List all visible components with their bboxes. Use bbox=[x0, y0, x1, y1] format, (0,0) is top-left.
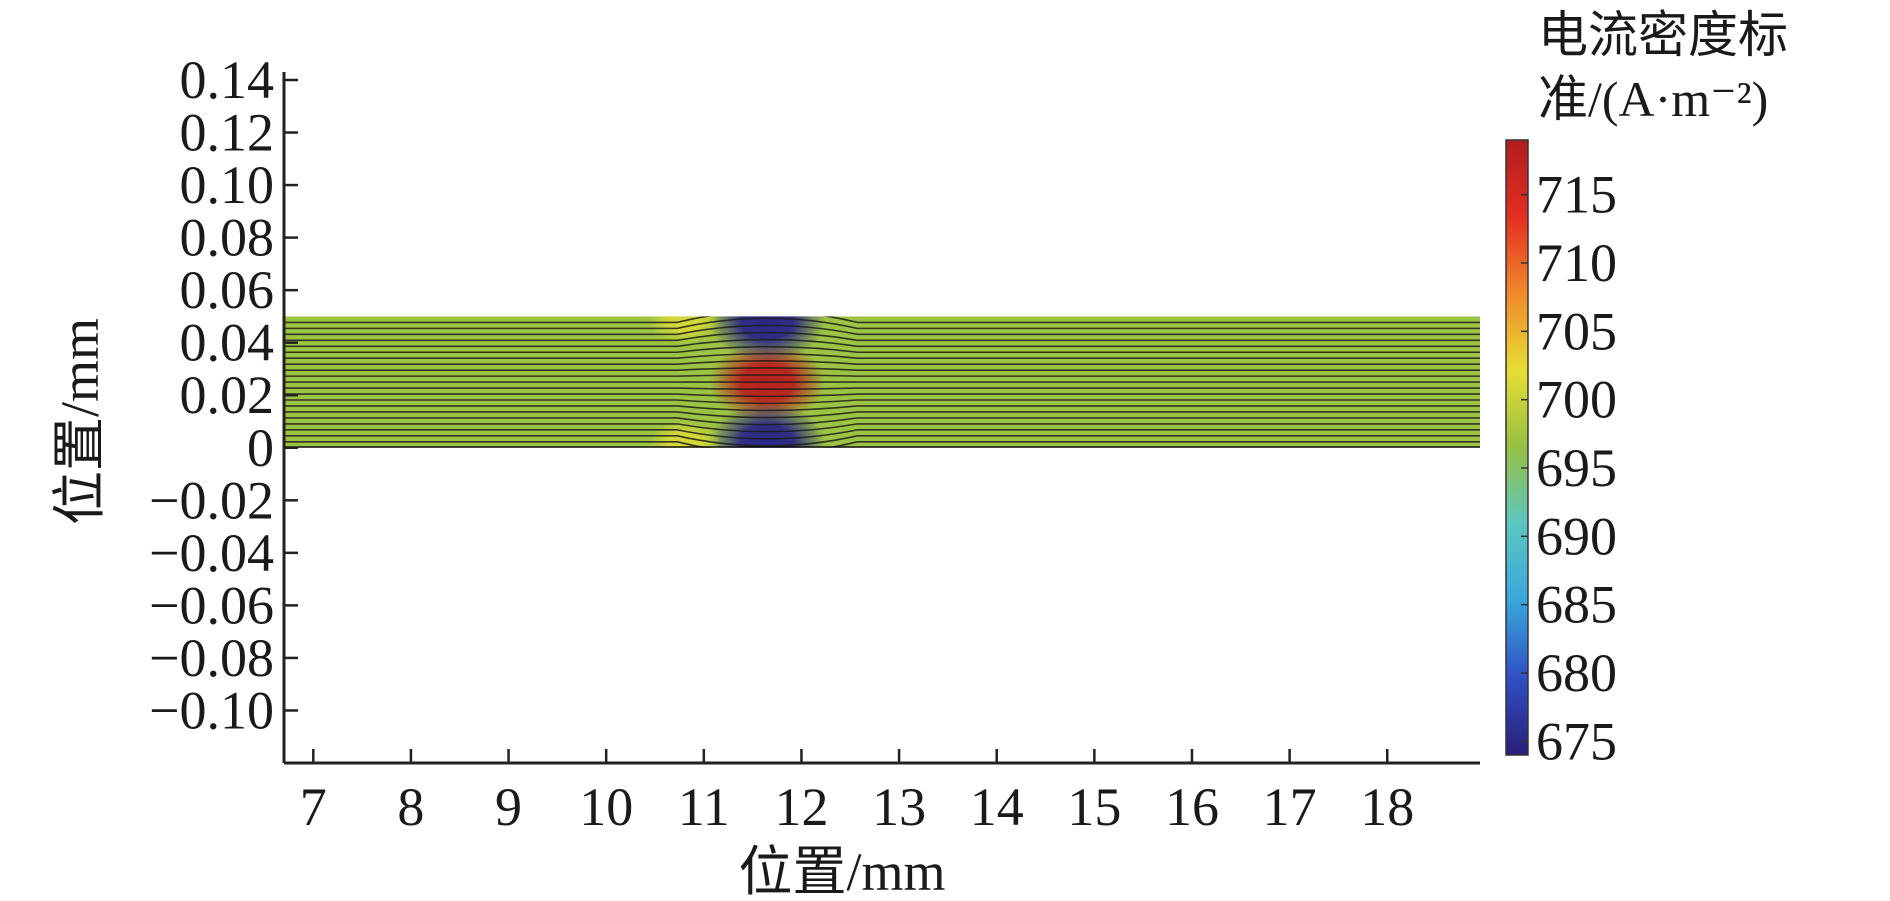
colorbar-tick-label: 685 bbox=[1536, 575, 1617, 635]
y-tick-label: 0.08 bbox=[180, 208, 275, 268]
x-tick-label: 14 bbox=[970, 777, 1024, 837]
x-tick-label: 15 bbox=[1067, 777, 1121, 837]
current-streamline bbox=[284, 360, 1480, 365]
colorbar-scale bbox=[1505, 139, 1529, 756]
x-tick-label: 7 bbox=[300, 777, 327, 837]
colorbar-tick-label: 715 bbox=[1536, 165, 1617, 225]
current-streamline bbox=[284, 374, 1480, 377]
current-streamline bbox=[284, 331, 1480, 342]
x-tick-label: 11 bbox=[678, 777, 730, 837]
current-streamline bbox=[284, 338, 1480, 348]
current-streamline bbox=[284, 417, 1480, 426]
heatmap-domain bbox=[284, 316, 1480, 448]
colorbar-tick-label: 680 bbox=[1536, 643, 1617, 703]
y-tick-label: −0.10 bbox=[149, 680, 274, 740]
colorbar-tick-label: 690 bbox=[1536, 506, 1617, 566]
colorbar: 电流密度标 准/(A·m⁻²) 715 710 705 700 695 690 685 680… bbox=[1505, 7, 1788, 771]
current-streamline bbox=[284, 411, 1480, 419]
colorbar-title-line2: 准/(A·m⁻²) bbox=[1538, 71, 1768, 127]
plot-area: 0.140.120.100.080.060.040.020−0.02−0.04−… bbox=[149, 50, 1480, 837]
heatmap-hotspot bbox=[709, 316, 826, 362]
current-streamline bbox=[284, 317, 1480, 330]
y-axis: 0.140.120.100.080.060.040.020−0.02−0.04−… bbox=[149, 50, 298, 763]
current-streamline bbox=[284, 405, 1480, 412]
x-tick-label: 10 bbox=[579, 777, 633, 837]
x-tick-label: 8 bbox=[397, 777, 424, 837]
x-tick-label: 9 bbox=[495, 777, 522, 837]
colorbar-tick-label: 675 bbox=[1536, 711, 1617, 771]
current-streamline bbox=[284, 429, 1480, 440]
colorbar-tick-label: 710 bbox=[1536, 233, 1617, 293]
current-streamline bbox=[284, 435, 1480, 447]
x-tick-label: 12 bbox=[774, 777, 828, 837]
y-tick-label: 0 bbox=[247, 418, 274, 478]
y-tick-label: −0.08 bbox=[149, 628, 274, 688]
y-tick-label: 0.06 bbox=[180, 260, 275, 320]
x-tick-label: 17 bbox=[1263, 777, 1317, 837]
x-tick-label: 18 bbox=[1360, 777, 1414, 837]
heatmap-hotspot bbox=[709, 402, 826, 448]
current-streamline bbox=[284, 367, 1480, 371]
y-tick-label: 0.10 bbox=[180, 155, 275, 215]
current-streamline bbox=[284, 423, 1480, 433]
y-tick-label: 0.02 bbox=[180, 365, 275, 425]
y-tick-label: 0.04 bbox=[180, 313, 275, 373]
current-streamline bbox=[284, 440, 1480, 448]
y-tick-label: 0.14 bbox=[180, 50, 275, 110]
current-streamline bbox=[284, 352, 1480, 360]
y-tick-label: 0.12 bbox=[180, 103, 275, 163]
y-axis-title: 位置/mm bbox=[50, 318, 110, 525]
x-tick-label: 16 bbox=[1165, 777, 1219, 837]
colorbar-tick-label: 700 bbox=[1536, 370, 1617, 430]
y-tick-label: −0.04 bbox=[149, 523, 274, 583]
y-tick-label: −0.06 bbox=[149, 575, 274, 635]
y-tick-label: −0.02 bbox=[149, 470, 274, 530]
colorbar-title-line1: 电流密度标 bbox=[1538, 7, 1788, 63]
colorbar-tick-label: 705 bbox=[1536, 301, 1617, 361]
colorbar-ticks: 715 710 705 700 695 690 685 680 675 bbox=[1521, 165, 1617, 771]
current-streamline bbox=[284, 324, 1480, 336]
current-streamline bbox=[284, 345, 1480, 354]
x-tick-label: 13 bbox=[872, 777, 926, 837]
x-axis: 7 8 9 10 11 12 13 14 15 16 17 18 bbox=[284, 749, 1480, 837]
colorbar-tick-label: 695 bbox=[1536, 438, 1617, 498]
x-axis-title: 位置/mm bbox=[738, 842, 945, 901]
current-streamline bbox=[284, 393, 1480, 398]
current-streamline bbox=[284, 399, 1480, 405]
current-streamline bbox=[284, 387, 1480, 390]
current-streamline bbox=[284, 316, 1480, 324]
